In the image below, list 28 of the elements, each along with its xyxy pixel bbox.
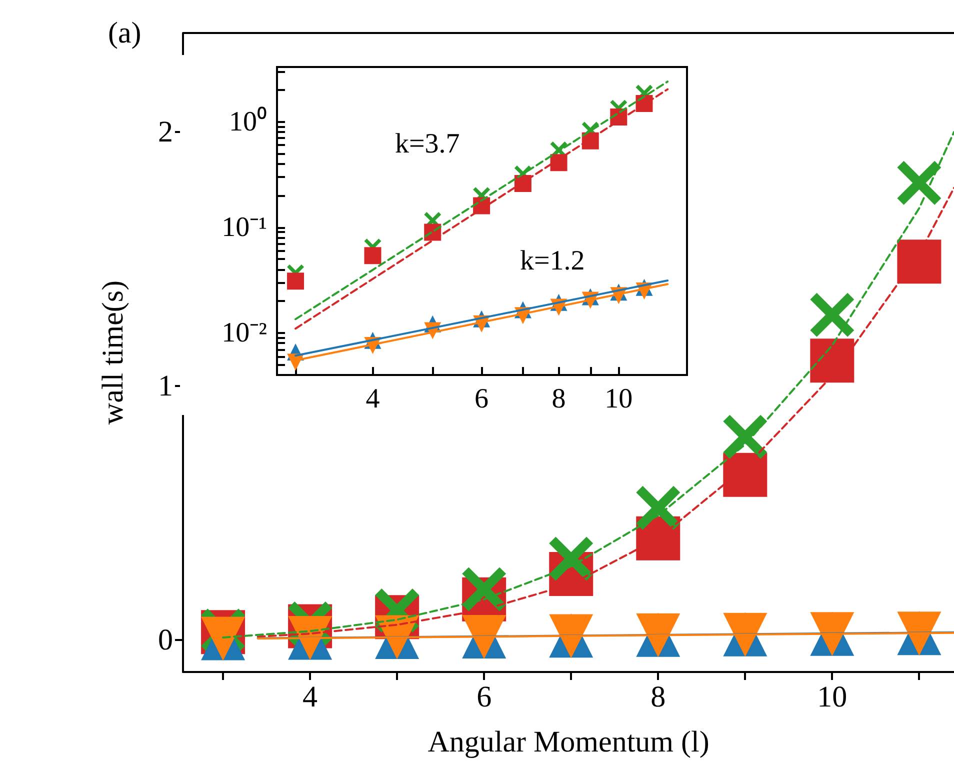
point [462, 567, 506, 612]
annotation: k=1.2 [520, 246, 585, 276]
point [723, 414, 768, 459]
y-tick-label: 10⁰ [229, 106, 267, 138]
x-tick-label: 10 [604, 384, 633, 414]
point [636, 486, 680, 530]
x-tick-label: 6 [474, 384, 489, 414]
x-tick-label: 4 [302, 680, 318, 714]
point [897, 160, 942, 205]
y-tick-label: 10⁻¹ [222, 212, 267, 243]
y-tick-label: 10⁻² [222, 317, 267, 348]
x-tick-label: 8 [650, 680, 666, 714]
point [810, 338, 854, 383]
x-axis-title: Angular Momentum (l) [428, 726, 710, 758]
point [897, 240, 942, 284]
y-tick-label: 2 [158, 116, 173, 149]
x-tick-label: 6 [476, 680, 492, 714]
x-tick-label: 8 [552, 384, 566, 414]
y-tick-label: 0 [158, 624, 173, 656]
x-tick-label: 10 [817, 680, 848, 714]
annotation: k=3.7 [395, 128, 460, 160]
y-tick-label: 1 [158, 370, 173, 403]
point [810, 292, 854, 337]
point [723, 452, 768, 497]
point [549, 536, 594, 581]
y-axis-title: wall time(s) [96, 280, 130, 425]
text: (a) [108, 16, 142, 50]
x-tick-label: 4 [366, 384, 380, 414]
